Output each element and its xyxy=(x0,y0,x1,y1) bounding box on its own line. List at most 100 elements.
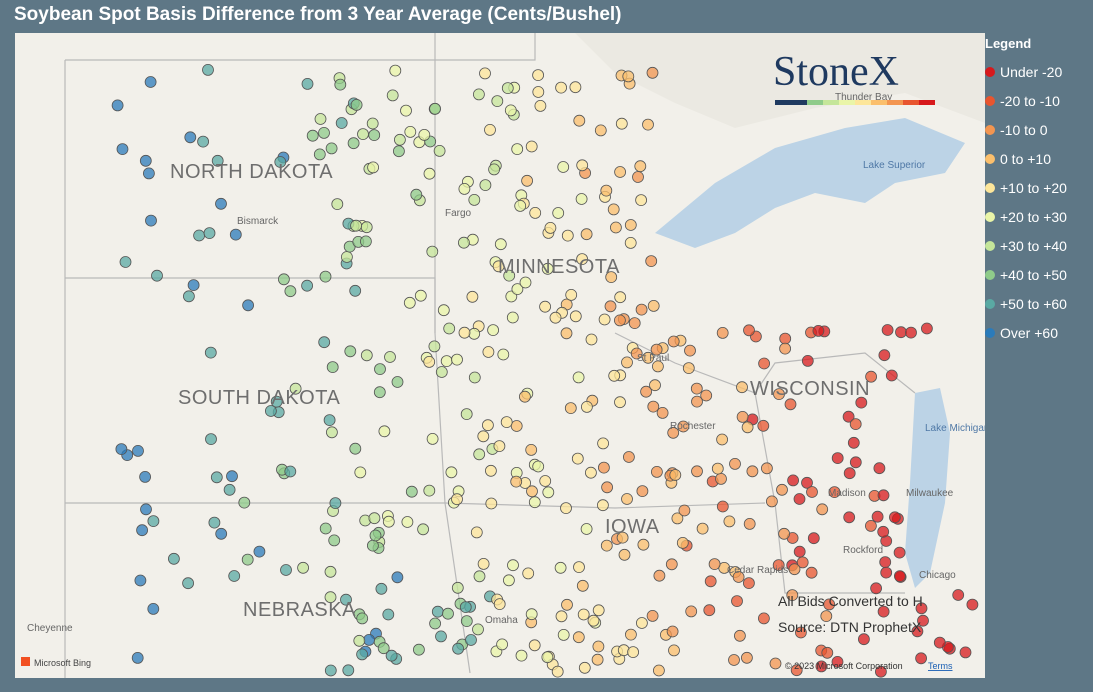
bid-point[interactable] xyxy=(542,486,555,499)
bid-point[interactable] xyxy=(479,67,491,80)
bid-point[interactable] xyxy=(139,154,152,167)
bid-point[interactable] xyxy=(917,614,929,627)
bid-point[interactable] xyxy=(571,452,584,465)
legend-item[interactable]: Over +60 xyxy=(985,318,1067,347)
bid-point[interactable] xyxy=(193,229,206,242)
bid-point[interactable] xyxy=(289,382,302,395)
bid-point[interactable] xyxy=(417,523,430,536)
bid-point[interactable] xyxy=(642,351,654,364)
bid-point[interactable] xyxy=(649,379,661,392)
bid-point[interactable] xyxy=(597,499,609,512)
bid-point[interactable] xyxy=(366,117,379,130)
bid-point[interactable] xyxy=(591,653,604,666)
bid-point[interactable] xyxy=(795,626,807,639)
bid-point[interactable] xyxy=(623,451,635,463)
legend-item[interactable]: +30 to +40 xyxy=(985,231,1067,260)
bid-point[interactable] xyxy=(576,579,589,592)
bid-point[interactable] xyxy=(477,558,490,570)
bid-point[interactable] xyxy=(525,140,538,153)
bid-point[interactable] xyxy=(624,219,637,231)
bid-point[interactable] xyxy=(634,160,647,173)
bid-point[interactable] xyxy=(805,566,818,579)
bid-point[interactable] xyxy=(515,649,528,662)
bid-point[interactable] xyxy=(646,66,659,79)
bid-point[interactable] xyxy=(651,465,663,478)
bid-point[interactable] xyxy=(630,347,643,360)
bid-point[interactable] xyxy=(167,552,180,565)
bid-point[interactable] xyxy=(238,496,251,509)
bid-point[interactable] xyxy=(723,515,736,528)
bid-point[interactable] xyxy=(534,100,547,112)
bid-point[interactable] xyxy=(492,260,505,273)
bid-point[interactable] xyxy=(458,326,471,339)
bid-point[interactable] xyxy=(870,582,882,595)
bid-point[interactable] xyxy=(560,327,573,340)
bid-point[interactable] xyxy=(428,340,441,353)
bid-point[interactable] xyxy=(607,203,620,216)
bid-point[interactable] xyxy=(959,646,972,659)
bid-point[interactable] xyxy=(576,159,589,172)
bid-point[interactable] xyxy=(382,608,395,621)
bid-point[interactable] xyxy=(465,634,477,646)
bid-point[interactable] xyxy=(878,349,891,362)
bid-point[interactable] xyxy=(757,419,770,432)
bid-point[interactable] xyxy=(374,363,386,376)
bid-point[interactable] xyxy=(356,648,369,661)
bid-point[interactable] xyxy=(581,400,593,413)
bid-point[interactable] xyxy=(873,462,886,475)
bid-point[interactable] xyxy=(885,369,898,382)
bid-point[interactable] xyxy=(331,198,344,211)
bid-point[interactable] xyxy=(865,370,877,383)
bid-point[interactable] xyxy=(621,493,633,505)
bid-point[interactable] xyxy=(843,511,856,524)
bid-point[interactable] xyxy=(769,657,782,670)
legend-item[interactable]: +10 to +20 xyxy=(985,173,1067,202)
bid-point[interactable] xyxy=(324,664,337,677)
bid-point[interactable] xyxy=(410,188,423,201)
bid-point[interactable] xyxy=(496,638,509,651)
bid-point[interactable] xyxy=(525,608,538,621)
bid-point[interactable] xyxy=(746,465,759,478)
bid-point[interactable] xyxy=(801,476,813,489)
bid-point[interactable] xyxy=(423,484,436,497)
bid-point[interactable] xyxy=(319,270,332,283)
bid-point[interactable] xyxy=(215,527,228,540)
bid-point[interactable] xyxy=(350,99,363,111)
bid-point[interactable] xyxy=(484,124,496,136)
bid-point[interactable] xyxy=(572,371,585,384)
bid-point[interactable] xyxy=(502,574,515,587)
bid-point[interactable] xyxy=(301,279,314,292)
bid-point[interactable] xyxy=(353,634,366,647)
bid-point[interactable] xyxy=(635,303,648,316)
bid-point[interactable] xyxy=(653,569,666,582)
bid-point[interactable] xyxy=(318,336,331,349)
bid-point[interactable] xyxy=(519,276,532,289)
bid-point[interactable] xyxy=(592,604,605,617)
bid-point[interactable] xyxy=(790,664,803,677)
bid-point[interactable] xyxy=(242,299,255,312)
bid-point[interactable] xyxy=(270,395,283,408)
bid-point[interactable] xyxy=(466,290,479,303)
bid-point[interactable] xyxy=(743,577,755,589)
bid-point[interactable] xyxy=(772,559,785,571)
bid-point[interactable] xyxy=(597,437,609,450)
bid-point[interactable] xyxy=(487,324,500,337)
bid-point[interactable] xyxy=(715,472,727,485)
bid-point[interactable] xyxy=(357,128,369,140)
bid-point[interactable] xyxy=(784,398,797,411)
bid-point[interactable] xyxy=(426,432,439,445)
bid-point[interactable] xyxy=(400,104,412,117)
bid-point[interactable] xyxy=(145,214,157,227)
bid-point[interactable] xyxy=(391,376,404,388)
bid-point[interactable] xyxy=(569,81,582,94)
bid-point[interactable] xyxy=(685,605,698,618)
bid-point[interactable] xyxy=(690,382,703,395)
bid-point[interactable] xyxy=(501,82,514,94)
bid-point[interactable] xyxy=(691,465,703,478)
bid-point[interactable] xyxy=(226,470,238,483)
bid-point[interactable] xyxy=(585,466,597,479)
bid-point[interactable] xyxy=(758,357,770,370)
bid-point[interactable] xyxy=(205,433,217,446)
bid-point[interactable] xyxy=(325,142,338,155)
bid-point[interactable] xyxy=(223,483,236,496)
